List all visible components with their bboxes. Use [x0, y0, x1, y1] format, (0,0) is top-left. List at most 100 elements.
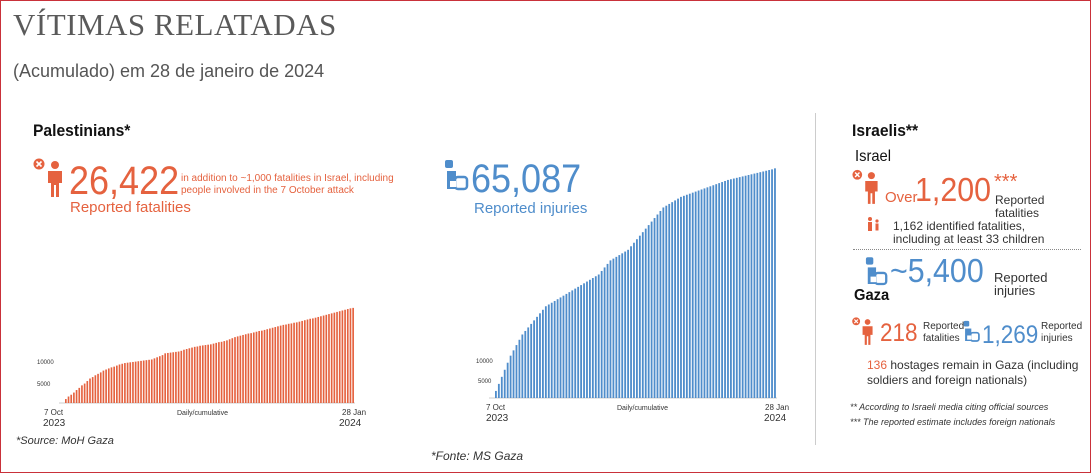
injuries-bar: [568, 292, 571, 398]
fatalities-bar: [252, 332, 255, 403]
injuries-bar: [750, 174, 753, 398]
fatalities-bar: [137, 361, 140, 403]
injuries-bar: [738, 177, 741, 398]
palestinians-heading: Palestinians*: [33, 121, 131, 140]
injuries-bar: [685, 194, 688, 398]
injuries-bar: [521, 334, 524, 398]
fatalities-bar: [65, 399, 67, 403]
fatalities-bar: [81, 385, 83, 403]
israel-fatalities-label: Reported fatalities: [995, 193, 1045, 220]
fatalities-bar: [126, 362, 129, 403]
gaza-subheading: Gaza: [854, 287, 890, 304]
fatalities-bar: [250, 333, 252, 403]
injuries-bar: [753, 173, 756, 398]
fatalities-bar: [150, 359, 153, 403]
fatalities-x-start: 7 Oct: [44, 408, 64, 417]
injuries-bar: [542, 309, 544, 398]
injuries-bar: [515, 345, 518, 398]
injuries-chart: 10000 5000 7 Oct 2023 Daily/cumulative 2…: [476, 168, 789, 424]
fatalities-bar: [210, 344, 212, 403]
injuries-bar: [633, 242, 635, 398]
injuries-bar: [747, 174, 750, 398]
fatalities-bar: [169, 352, 172, 403]
fatalities-ytick-5000: 5000: [37, 382, 51, 388]
injuries-bar: [518, 339, 521, 398]
fatalities-note: in addition to ~1,000 fatalities in Isra…: [181, 173, 394, 196]
fatalities-bar: [220, 341, 223, 403]
fatalities-bar: [255, 331, 258, 403]
fatalities-bar: [258, 331, 260, 403]
palestinian-fatalities-label: Reported fatalities: [70, 199, 191, 216]
fatalities-bar: [113, 366, 115, 403]
injuries-bar: [553, 300, 556, 398]
injuries-bar: [647, 225, 650, 398]
fatalities-x-end-year: 2024: [339, 418, 362, 429]
injuries-bar: [744, 175, 747, 398]
injuries-bar: [727, 179, 729, 398]
dotted-divider: [853, 249, 1081, 250]
fatalities-ytick-10000: 10000: [37, 360, 54, 366]
injuries-bar: [771, 169, 773, 398]
fatalities-bar: [167, 352, 169, 403]
injuries-bar: [724, 180, 726, 398]
injuries-bar: [524, 330, 527, 398]
fatalities-bar: [234, 337, 236, 403]
palestinians-source: *Source: MoH Gaza: [16, 435, 114, 447]
injured-person-icon: [865, 257, 888, 286]
injured-person-icon: [963, 320, 980, 342]
injuries-bar: [544, 306, 547, 398]
fatalities-bar: [196, 346, 199, 403]
palestinian-injuries-number: 65,087: [471, 157, 582, 201]
fatalities-xlabel: Daily/cumulative: [177, 410, 228, 417]
injuries-bar: [580, 285, 583, 398]
injuries-bar: [732, 178, 735, 398]
section-divider: [815, 113, 816, 445]
injuries-bar: [503, 369, 506, 398]
fatalities-bar: [175, 351, 177, 403]
injuries-bar: [597, 274, 600, 398]
fatalities-bar: [320, 316, 322, 403]
gaza-fatalities-label: Reported fatalities: [923, 321, 965, 344]
fatalities-bar: [341, 310, 344, 403]
fatalities-bar: [336, 311, 338, 403]
fatalities-bar: [346, 309, 349, 403]
injuries-ytick-10000: 10000: [476, 359, 493, 365]
fatalities-bar: [333, 312, 336, 403]
fatalities-bar: [83, 383, 86, 403]
injuries-bar: [600, 270, 603, 398]
injuries-bar: [638, 235, 641, 398]
fatalities-bar: [134, 361, 137, 403]
person-with-x-icon: [852, 317, 873, 345]
injuries-bar: [586, 281, 588, 398]
fatalities-bar: [70, 394, 73, 403]
fatalities-bar: [325, 314, 328, 403]
fatalities-bar: [226, 340, 228, 403]
fatalities-bar: [191, 347, 193, 403]
fatalities-bar: [121, 363, 124, 403]
fatalities-bar: [303, 320, 306, 403]
injuries-x-end: 28 Jan: [765, 403, 789, 412]
fatalities-bar: [212, 343, 215, 403]
fatalities-bar: [269, 328, 271, 403]
fatalities-bar: [244, 334, 247, 403]
injuries-bar: [671, 202, 674, 398]
fatalities-bar: [328, 314, 330, 403]
israel-injuries-number: ~5,400: [890, 252, 984, 289]
injuries-bar: [691, 192, 694, 398]
injuries-bar: [662, 207, 665, 398]
injuries-bar: [715, 184, 718, 398]
fatalities-x-end: 28 Jan: [342, 408, 366, 417]
fatalities-bar: [180, 350, 183, 403]
fatalities-bar: [118, 364, 121, 403]
fatalities-bar: [330, 313, 333, 403]
injuries-bar: [680, 196, 682, 398]
injuries-bar: [636, 239, 638, 398]
fatalities-bar: [148, 359, 150, 403]
fatalities-bar: [201, 345, 204, 403]
injuries-bar: [762, 171, 765, 398]
person-with-x-icon: [852, 169, 878, 204]
injuries-x-start: 7 Oct: [486, 403, 506, 412]
injuries-bar: [536, 316, 538, 398]
fatalities-bar: [102, 370, 105, 403]
injuries-bar: [509, 355, 512, 398]
